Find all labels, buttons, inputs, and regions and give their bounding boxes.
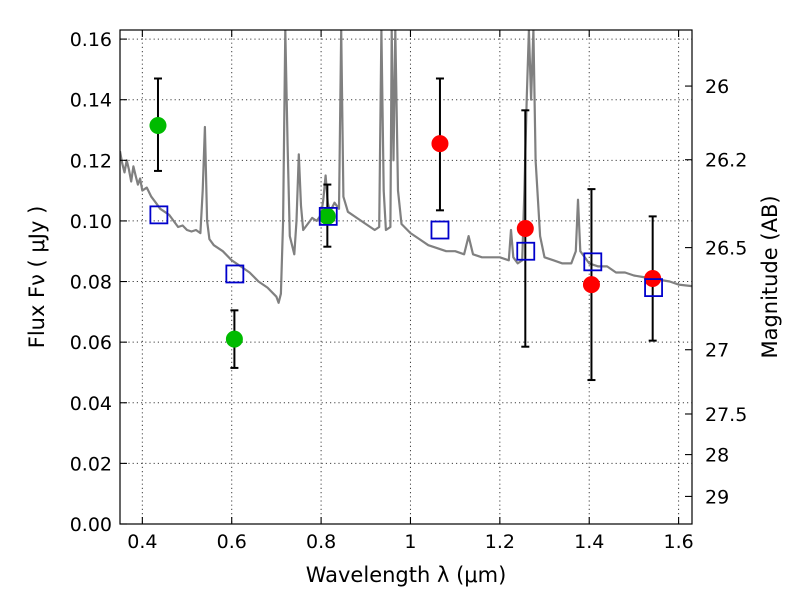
model-flux-box <box>318 206 338 226</box>
y2-tick-label: 27.5 <box>705 404 747 426</box>
model-flux-box <box>516 241 536 261</box>
y-axis-label: Flux Fν ( μJy ) <box>25 206 49 349</box>
red-data-point <box>431 135 449 153</box>
model-flux-box <box>583 252 603 272</box>
red-data-point <box>516 220 534 238</box>
green-data-point <box>318 207 336 225</box>
y-tick-label: 0.10 <box>70 211 112 233</box>
x-tick-label: 0.4 <box>127 531 157 553</box>
y-tick-label: 0.02 <box>70 453 112 475</box>
axis-ticks: 0.4 0.6 0.8 1 1.2 1.4 1.6 0.00 0.02 0.04 0.06 0.08 0… <box>70 29 748 553</box>
y2-tick-label: 26.2 <box>705 150 747 172</box>
spectrum-line <box>120 30 692 304</box>
y-tick-label: 0.06 <box>70 332 112 354</box>
x-tick-label: 1.6 <box>663 531 693 553</box>
model-flux-box <box>149 205 169 225</box>
plot-frame <box>119 29 693 525</box>
red-data-point <box>582 276 600 294</box>
x-tick-label: 0.8 <box>306 531 336 553</box>
model-flux-box <box>430 220 450 240</box>
y2-tick-label: 27 <box>705 340 729 362</box>
y2-tick-label: 28 <box>705 445 729 467</box>
x-tick-label: 1 <box>404 531 416 553</box>
y2-tick-label: 26.5 <box>705 238 747 260</box>
y2-tick-label: 26 <box>705 76 729 98</box>
y-tick-label: 0.08 <box>70 272 112 294</box>
y-tick-label: 0.12 <box>70 150 112 172</box>
model-flux-box <box>225 264 245 284</box>
model-flux-box <box>644 278 663 298</box>
y-tick-label: 0.16 <box>70 29 112 51</box>
x-tick-label: 0.6 <box>217 531 247 553</box>
y-tick-label: 0.04 <box>70 393 112 415</box>
y2-axis-label: Magnitude (AB) <box>758 195 782 358</box>
x-tick-label: 1.2 <box>485 531 515 553</box>
x-tick-label: 1.4 <box>574 531 604 553</box>
grid-lines <box>120 30 692 525</box>
y-tick-label: 0.00 <box>70 514 112 536</box>
x-axis-label: Wavelength λ (μm) <box>306 563 507 587</box>
green-data-point <box>225 330 243 348</box>
y2-tick-label: 29 <box>705 486 729 508</box>
green-data-point <box>149 116 167 134</box>
y-tick-label: 0.14 <box>70 90 112 112</box>
plot-series <box>120 30 692 382</box>
